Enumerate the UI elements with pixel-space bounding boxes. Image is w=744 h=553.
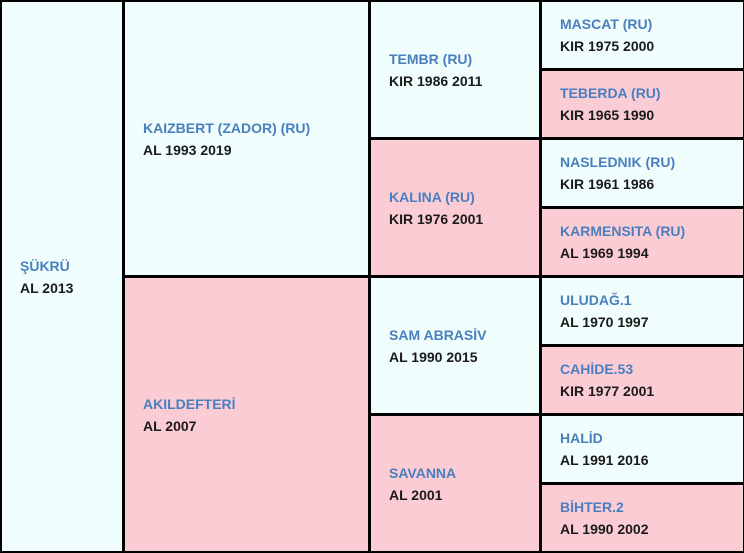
pedigree-gen3-3: NASLEDNIK (RU) KIR 1961 1986	[540, 138, 744, 208]
horse-info: AL 1993 2019	[143, 141, 232, 158]
horse-info: KIR 1986 2011	[389, 72, 483, 89]
horse-info: AL 2001	[389, 486, 443, 503]
horse-info: KIR 1961 1986	[560, 176, 655, 192]
horse-name-link[interactable]: ULUDAĞ.1	[560, 292, 632, 308]
horse-name-link[interactable]: TEMBR (RU)	[389, 50, 473, 67]
horse-info: KIR 1975 2000	[560, 38, 655, 54]
horse-info: AL 1970 1997	[560, 314, 649, 330]
pedigree-gen3-4: KARMENSITA (RU) AL 1969 1994	[540, 207, 744, 277]
pedigree-gen3-6: CAHİDE.53 KIR 1977 2001	[540, 345, 744, 415]
pedigree-dam-sire: SAM ABRASİV AL 1990 2015	[369, 276, 541, 415]
horse-info: AL 1969 1994	[560, 245, 649, 261]
horse-info: KIR 1976 2001	[389, 210, 484, 227]
pedigree-gen3-5: ULUDAĞ.1 AL 1970 1997	[540, 276, 744, 346]
horse-info: AL 2007	[143, 417, 197, 434]
horse-name-link[interactable]: CAHİDE.53	[560, 361, 634, 377]
pedigree-gen3-7: HALİD AL 1991 2016	[540, 414, 744, 484]
pedigree-sire: KAIZBERT (ZADOR) (RU) AL 1993 2019	[123, 0, 370, 277]
horse-name-link[interactable]: KAIZBERT (ZADOR) (RU)	[143, 119, 311, 136]
pedigree-gen3-8: BİHTER.2 AL 1990 2002	[540, 483, 744, 553]
horse-name-link[interactable]: SAVANNA	[389, 464, 457, 481]
horse-info: AL 2013	[20, 279, 74, 296]
horse-name-link[interactable]: MASCAT (RU)	[560, 16, 653, 32]
pedigree-gen3-1: MASCAT (RU) KIR 1975 2000	[540, 0, 744, 70]
pedigree-gen3-2: TEBERDA (RU) KIR 1965 1990	[540, 69, 744, 139]
horse-info: AL 1990 2002	[560, 521, 649, 537]
pedigree-sire-dam: KALINA (RU) KIR 1976 2001	[369, 138, 541, 277]
horse-name-link[interactable]: TEBERDA (RU)	[560, 85, 661, 101]
horse-info: KIR 1977 2001	[560, 383, 655, 399]
pedigree-dam-dam: SAVANNA AL 2001	[369, 414, 541, 553]
horse-info: AL 1990 2015	[389, 348, 478, 365]
pedigree-dam: AKILDEFTERİ AL 2007	[123, 276, 370, 553]
horse-name-link[interactable]: ŞÜKRÜ	[20, 257, 70, 274]
horse-name-link[interactable]: KALINA (RU)	[389, 188, 475, 205]
horse-name-link[interactable]: HALİD	[560, 430, 603, 446]
horse-name-link[interactable]: SAM ABRASİV	[389, 326, 487, 343]
pedigree-sire-sire: TEMBR (RU) KIR 1986 2011	[369, 0, 541, 139]
horse-name-link[interactable]: KARMENSITA (RU)	[560, 223, 686, 239]
horse-name-link[interactable]: BİHTER.2	[560, 499, 624, 515]
horse-name-link[interactable]: NASLEDNIK (RU)	[560, 154, 676, 170]
horse-name-link[interactable]: AKILDEFTERİ	[143, 395, 236, 412]
horse-info: AL 1991 2016	[560, 452, 649, 468]
pedigree-subject: ŞÜKRÜ AL 2013	[0, 0, 124, 553]
horse-info: KIR 1965 1990	[560, 107, 655, 123]
